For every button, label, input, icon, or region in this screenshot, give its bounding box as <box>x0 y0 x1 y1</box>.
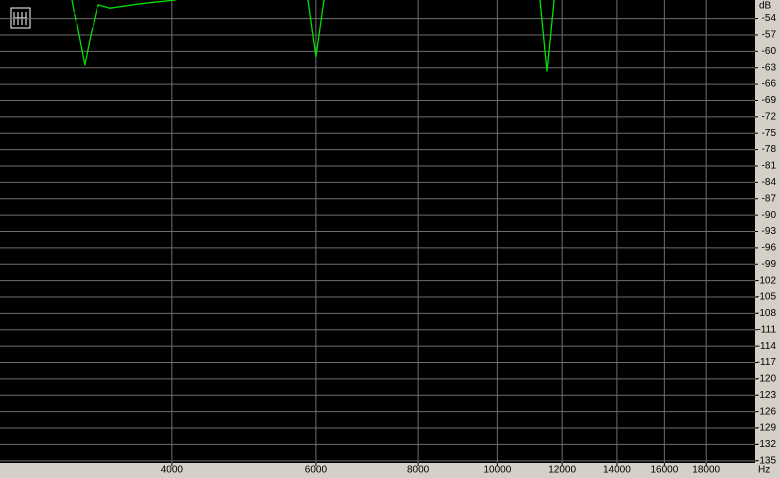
legend-entry: Left channel <box>44 7 99 18</box>
y-tick-label: -75 <box>762 128 777 139</box>
y-tick-label: -126 <box>756 406 776 417</box>
x-tick-label: 12000 <box>548 465 576 476</box>
y-tick-label: -120 <box>756 374 776 385</box>
y-tick-label: -57 <box>762 30 777 41</box>
legend-entry: Right channel <box>44 20 105 31</box>
y-tick-label: -78 <box>762 144 777 155</box>
y-tick-label: -99 <box>762 259 777 270</box>
y-tick-label: -105 <box>756 292 776 303</box>
y-tick-label: -84 <box>762 177 777 188</box>
y-tick-label: -117 <box>757 357 777 368</box>
y-tick-label: -132 <box>756 439 776 450</box>
y-tick-label: -87 <box>762 193 777 204</box>
y-tick-label: -81 <box>762 161 777 172</box>
y-tick-label: -102 <box>756 275 776 286</box>
x-axis-label: Hz <box>758 465 770 476</box>
x-tick-label: 6000 <box>305 465 328 476</box>
x-tick-label: 18000 <box>692 465 720 476</box>
y-tick-label: -63 <box>762 62 777 73</box>
y-tick-label: -111 <box>757 324 776 335</box>
x-tick-label: 10000 <box>483 465 511 476</box>
y-tick-label: -135 <box>756 455 776 466</box>
spectrum-line <box>71 0 555 72</box>
y-tick-label: -72 <box>762 111 777 122</box>
y-tick-label: -66 <box>762 79 777 90</box>
y-tick-label: -129 <box>756 423 776 434</box>
y-axis-label: dB <box>759 1 772 12</box>
y-tick-label: -96 <box>762 243 777 254</box>
x-tick-label: 4000 <box>161 465 184 476</box>
x-tick-label: 16000 <box>650 465 678 476</box>
y-tick-label: -69 <box>762 95 777 106</box>
x-tick-label: 14000 <box>603 465 631 476</box>
labels: -54 -57 -60 -63 -66 -69 -72 -75 -78 -81 -84 -87 -90 -… <box>44 7 776 476</box>
y-tick-label: -108 <box>756 308 776 319</box>
y-tick-label: -123 <box>756 390 776 401</box>
y-tick-label: -90 <box>762 210 777 221</box>
y-tick-label: -93 <box>762 226 777 237</box>
curves <box>71 0 555 72</box>
x-tick-label: 8000 <box>407 465 430 476</box>
y-tick-label: -114 <box>757 341 777 352</box>
grid <box>0 0 755 463</box>
y-tick-label: -60 <box>762 46 777 57</box>
y-tick-label: -54 <box>762 13 777 24</box>
